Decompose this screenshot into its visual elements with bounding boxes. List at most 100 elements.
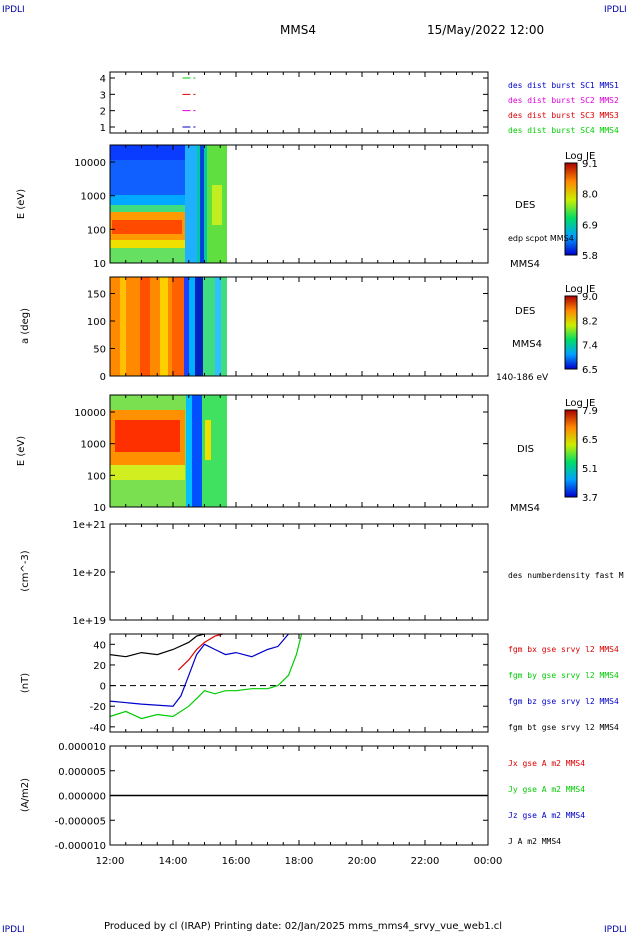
side-label-des-pitch-1: MMS4: [512, 339, 542, 350]
legend-availability-0: des dist burst SC1 MMS1: [508, 81, 619, 90]
colorbar-tick-dis-energy-1: 6.5: [582, 435, 598, 446]
ylabel-des-pitch: a (deg): [20, 308, 31, 344]
xaxis-label-6: 00:00: [474, 856, 503, 867]
ytick-label-availability-0: 1: [100, 123, 106, 134]
ylabel-des-energy: E (eV): [16, 189, 27, 219]
ytick-label-availability-2: 3: [100, 90, 106, 101]
ytick-label-bfield-0: -40: [90, 723, 106, 734]
colorbar-tick-des-energy-3: 5.8: [582, 251, 598, 262]
xaxis-label-0: 12:00: [96, 856, 125, 867]
line-series-layer: [109, 77, 488, 797]
ytick-label-bfield-1: -20: [90, 702, 106, 713]
xaxis-label-2: 16:00: [222, 856, 251, 867]
ylabel-dis-energy: E (eV): [16, 436, 27, 466]
colorbar-tick-des-pitch-1: 8.2: [582, 316, 598, 327]
colorbar-title-dis-energy: Log JE: [565, 398, 595, 409]
ylabel-current: (A/m2): [20, 778, 31, 812]
panel-text: 1 2 3 4 des dist burst SC1 MMS1 des dist burs…: [16, 74, 624, 867]
colorbar-des-energy: [564, 162, 578, 256]
legend-current-2: Jz gse A m2 MMS4: [508, 811, 585, 820]
panel-frame-availability: [109, 71, 489, 134]
panel-frames: [109, 71, 489, 846]
colorbar-title-des-pitch: Log JE: [565, 284, 595, 295]
legend-current-0: Jx gse A m2 MMS4: [508, 759, 585, 768]
colorbar-tick-des-pitch-2: 7.4: [582, 341, 598, 352]
side-label-des-energy-0: DES: [515, 200, 535, 211]
xaxis-label-4: 20:00: [348, 856, 377, 867]
ylabel-bfield: (nT): [20, 673, 31, 693]
colorbar-des-pitch: [564, 295, 578, 370]
side-label-des-energy-1: edp scpot MMS4: [508, 234, 574, 243]
legend-availability-2: des dist burst SC3 MMS3: [508, 111, 619, 120]
side-label-dis-energy-0: DIS: [517, 444, 534, 455]
xaxis-label-1: 14:00: [159, 856, 188, 867]
bfield-series-1: [177, 633, 224, 671]
ytick-label-des-energy-3: 10000: [74, 158, 106, 169]
bfield-series-3: [109, 633, 303, 720]
ytick-label-bfield-2: 0: [100, 682, 106, 693]
colorbar-tick-dis-energy-0: 7.9: [582, 406, 598, 417]
bfield-series-0: [109, 633, 205, 658]
legend-availability-3: des dist burst SC4 MMS4: [508, 126, 619, 135]
ytick-label-des-pitch-0: 0: [100, 372, 106, 383]
ytick-label-dis-energy-3: 10000: [74, 408, 106, 419]
ytick-label-dis-energy-1: 100: [87, 471, 106, 482]
colorbar-tick-dis-energy-3: 3.7: [582, 493, 598, 504]
legend-current-3: J A m2 MMS4: [508, 837, 561, 846]
ytick-label-des-energy-2: 1000: [81, 192, 106, 203]
ytick-label-density-1: 1e+20: [72, 568, 106, 579]
ytick-label-current-1: -0.000005: [55, 816, 106, 827]
colorbar-tick-des-energy-1: 8.0: [582, 190, 598, 201]
colorbar-tick-des-energy-2: 6.9: [582, 220, 598, 231]
ytick-label-des-energy-0: 10: [93, 259, 106, 270]
ytick-label-bfield-4: 40: [93, 640, 106, 651]
datetime-title: 15/May/2022 12:00: [427, 23, 544, 37]
legend-density-0: des numberdensity fast M: [508, 571, 624, 580]
colorbar-tick-des-pitch-3: 6.5: [582, 365, 598, 376]
bfield-series-2: [109, 633, 289, 707]
spacecraft-title: MMS4: [280, 23, 316, 37]
ytick-label-availability-3: 4: [100, 74, 106, 85]
ytick-label-dis-energy-2: 1000: [81, 440, 106, 451]
legend-bfield-2: fgm bz gse srvy l2 MMS4: [508, 697, 619, 706]
side-label-des-energy-2: MMS4: [510, 259, 540, 270]
legend-bfield-0: fgm bx gse srvy l2 MMS4: [508, 645, 619, 654]
ytick-label-availability-1: 2: [100, 107, 106, 118]
xaxis-label-5: 22:00: [411, 856, 440, 867]
ytick-label-des-pitch-1: 50: [93, 345, 106, 356]
corner-tag-top-left: IPDLI: [2, 5, 25, 15]
side-label-dis-energy-1: MMS4: [510, 503, 540, 514]
colorbar-tick-dis-energy-2: 5.1: [582, 464, 598, 475]
ytick-label-current-3: 0.000005: [58, 767, 106, 778]
heatmap-dis-energy: [110, 395, 227, 507]
heatmap-des-pitch: [110, 277, 227, 376]
ytick-label-current-0: -0.000010: [55, 841, 106, 852]
ylabel-density: (cm^-3): [20, 550, 31, 591]
legend-bfield-3: fgm bt gse srvy l2 MMS4: [508, 723, 619, 732]
ytick-label-current-2: 0.000000: [58, 792, 106, 803]
ytick-label-bfield-3: 20: [93, 661, 106, 672]
colorbar-title-des-energy: Log JE: [565, 151, 595, 162]
ytick-label-dis-energy-0: 10: [93, 503, 106, 514]
ytick-label-density-2: 1e+21: [72, 520, 106, 531]
colorbar-tick-des-energy-0: 9.1: [582, 159, 598, 170]
legend-bfield-1: fgm by gse srvy l2 MMS4: [508, 671, 619, 680]
ytick-label-des-energy-1: 100: [87, 225, 106, 236]
legend-current-1: Jy gse A m2 MMS4: [508, 785, 585, 794]
side-label-des-pitch-0: DES: [515, 306, 535, 317]
ytick-label-des-pitch-3: 150: [87, 290, 106, 301]
corner-tag-bottom-right: IPDLI: [604, 925, 627, 934]
xaxis-label-3: 18:00: [285, 856, 314, 867]
side-label-des-pitch-2: 140-186 eV: [496, 373, 549, 383]
footer-text: Produced by cl (IRAP) Printing date: 02/…: [104, 921, 502, 932]
panel-frame-density: [109, 523, 489, 621]
panel-frame-bfield: [109, 633, 489, 733]
ytick-label-density-0: 1e+19: [72, 616, 106, 627]
corner-tag-top-right: IPDLI: [604, 5, 627, 15]
heatmap-des-energy: [110, 145, 227, 263]
colorbar-tick-des-pitch-0: 9.0: [582, 292, 598, 303]
ytick-label-des-pitch-2: 100: [87, 317, 106, 328]
ytick-label-current-4: 0.000010: [58, 742, 106, 753]
legend-availability-1: des dist burst SC2 MMS2: [508, 96, 619, 105]
